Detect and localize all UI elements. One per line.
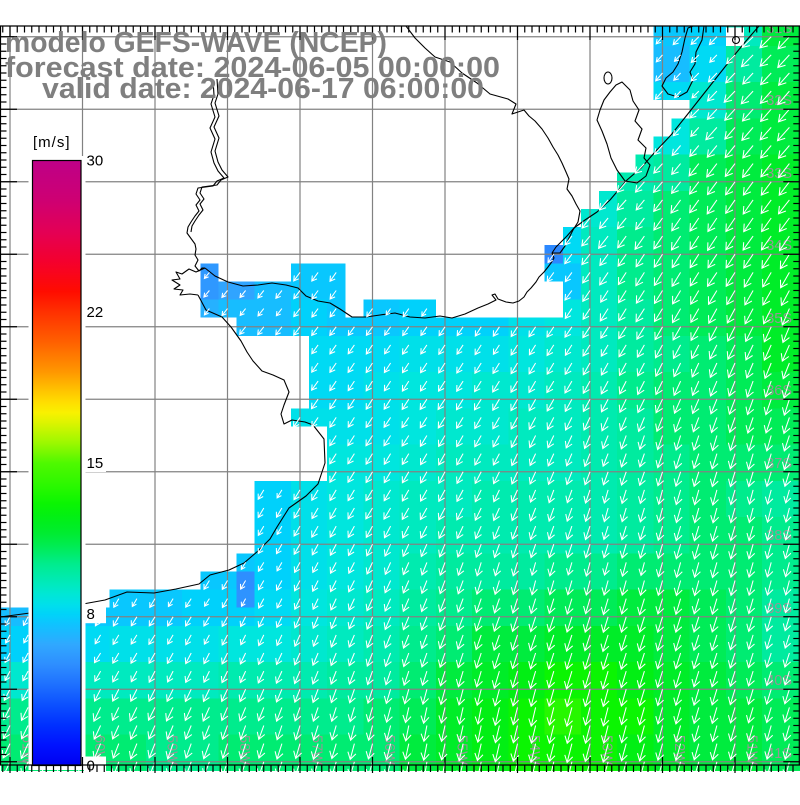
svg-text:22: 22 <box>87 304 104 321</box>
svg-text:40S: 40S <box>766 673 792 689</box>
svg-text:59W: 59W <box>164 735 180 765</box>
svg-text:[m/s]: [m/s] <box>33 134 71 151</box>
svg-text:0: 0 <box>87 758 95 775</box>
svg-text:32S: 32S <box>766 93 792 109</box>
svg-text:34S: 34S <box>766 238 792 254</box>
svg-text:valid date: 2024-06-17 06:00:0: valid date: 2024-06-17 06:00:00 <box>42 73 484 105</box>
svg-text:36S: 36S <box>766 383 792 399</box>
svg-text:modelo GEFS-WAVE (NCEP): modelo GEFS-WAVE (NCEP) <box>5 27 387 59</box>
svg-text:8: 8 <box>87 606 95 623</box>
svg-text:30: 30 <box>87 153 104 170</box>
svg-text:15: 15 <box>87 455 104 472</box>
svg-text:forecast date: 2024-06-05 00:0: forecast date: 2024-06-05 00:00:00 <box>5 52 500 84</box>
svg-text:35S: 35S <box>766 311 792 327</box>
